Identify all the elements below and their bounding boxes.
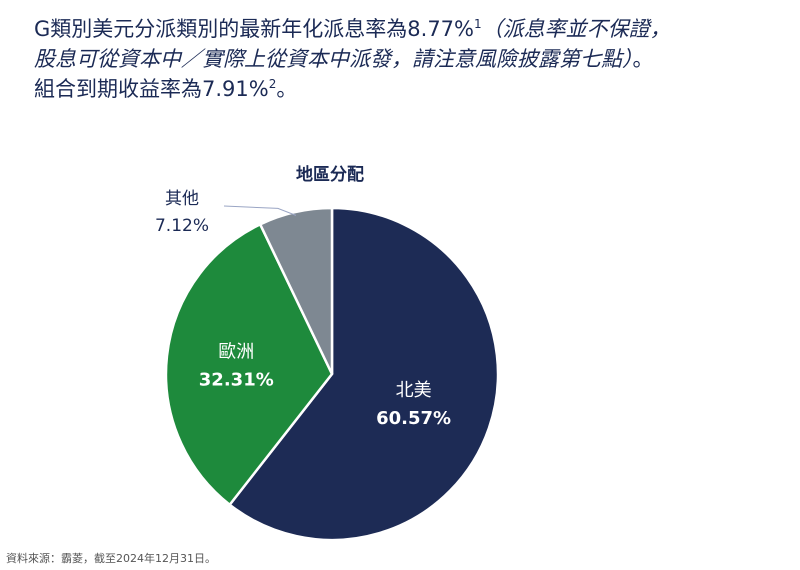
headline-line-3: 組合到期收益率為7.91%2。 [34,74,794,104]
pie-slice-other [258,206,334,375]
source-note: 資料來源：霸菱，截至2024年12月31日。 [6,552,216,565]
headline: G類別美元分派類別的最新年化派息率為8.77%1（派息率並不保證， 股息可從資本… [34,14,794,104]
pie-slice-europe [164,222,334,507]
slice-label-north-america: 北美 [396,380,432,401]
headline-line-1: G類別美元分派類別的最新年化派息率為8.77%1（派息率並不保證， [34,14,794,44]
ytm-period: 。 [276,77,298,101]
headline-note-end: 股息可從資本中／實際上從資本中派發，請注意風險披露第七點） [34,47,633,71]
slice-value-other: 7.12% [155,216,209,236]
slice-value-north-america: 60.57% [376,408,451,429]
headline-line-2: 股息可從資本中／實際上從資本中派發，請注意風險披露第七點）。 [34,44,794,74]
footnote-marker-1: 1 [474,17,482,31]
headline-text: G類別美元分派類別的最新年化派息率為 [34,17,408,41]
chart-title: 地區分配 [296,165,364,185]
ytm-text: 組合到期收益率為 [34,77,202,101]
leader-line-other [223,205,297,216]
slice-label-other: 其他 [165,189,199,209]
headline-note-start: （派息率並不保證， [481,17,671,41]
slice-label-europe: 歐洲 [218,342,254,363]
footnote-marker-2: 2 [268,77,277,91]
dividend-yield: 8.77% [407,17,474,41]
slice-value-europe: 32.31% [199,370,274,391]
pie-slice-north-america [227,206,500,542]
headline-period: 。 [632,47,654,71]
yield-to-maturity: 7.91% [202,77,269,101]
